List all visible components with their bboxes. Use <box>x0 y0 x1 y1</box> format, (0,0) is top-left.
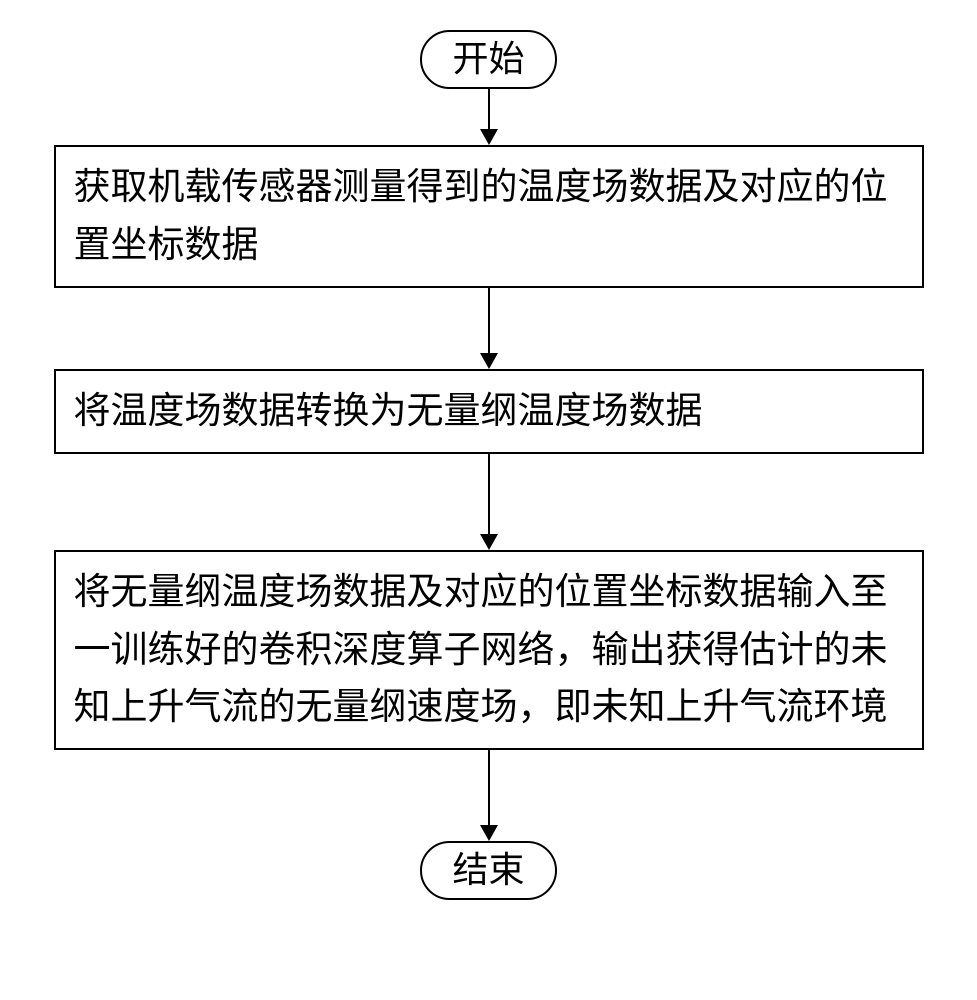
arrow-line <box>488 288 490 353</box>
arrow-2 <box>480 288 498 369</box>
arrow-head-icon <box>480 825 498 841</box>
step3-label: 将无量纲温度场数据及对应的位置坐标数据输入至一训练好的卷积深度算子网络，输出获得… <box>74 572 888 728</box>
step2-label: 将温度场数据转换为无量纲温度场数据 <box>74 391 703 432</box>
arrow-line <box>488 89 490 129</box>
arrow-head-icon <box>480 129 498 145</box>
arrow-1 <box>480 89 498 145</box>
start-terminal: 开始 <box>420 30 556 89</box>
flowchart-container: 开始 获取机载传感器测量得到的温度场数据及对应的位置坐标数据 将温度场数据转换为… <box>49 30 929 900</box>
arrow-line <box>488 454 490 534</box>
process-step-3: 将无量纲温度场数据及对应的位置坐标数据输入至一训练好的卷积深度算子网络，输出获得… <box>54 550 924 750</box>
arrow-head-icon <box>480 353 498 369</box>
end-terminal: 结束 <box>420 841 556 900</box>
arrow-3 <box>480 454 498 550</box>
process-step-2: 将温度场数据转换为无量纲温度场数据 <box>54 369 924 454</box>
end-label: 结束 <box>452 850 524 890</box>
process-step-1: 获取机载传感器测量得到的温度场数据及对应的位置坐标数据 <box>54 145 924 288</box>
arrow-line <box>488 750 490 825</box>
start-label: 开始 <box>452 39 524 79</box>
arrow-head-icon <box>480 534 498 550</box>
step1-label: 获取机载传感器测量得到的温度场数据及对应的位置坐标数据 <box>74 167 888 265</box>
arrow-4 <box>480 750 498 841</box>
